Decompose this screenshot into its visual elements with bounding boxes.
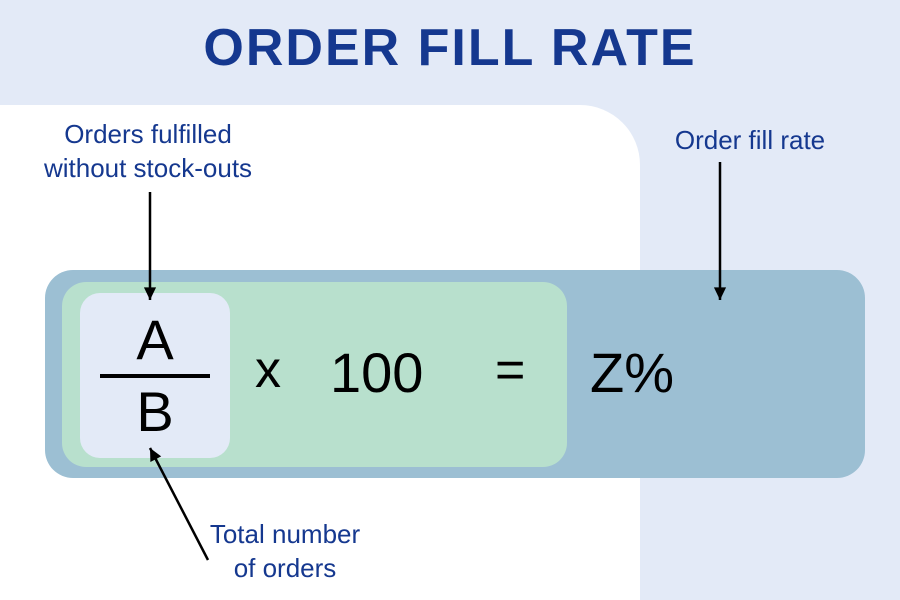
result-label: Order fill rate xyxy=(640,124,860,158)
fraction-box: A B xyxy=(80,293,230,458)
fraction-denominator: B xyxy=(136,384,173,440)
times-operator: x xyxy=(255,340,281,400)
result-value: Z% xyxy=(590,340,674,405)
equals-operator: = xyxy=(495,340,525,400)
fraction-line xyxy=(100,374,210,378)
multiplier-100: 100 xyxy=(330,340,423,405)
denominator-label-line1: Total number xyxy=(210,519,360,549)
fraction-numerator: A xyxy=(136,312,173,368)
numerator-label-line2: without stock-outs xyxy=(44,153,252,183)
page-title: ORDER FILL RATE xyxy=(0,18,900,78)
numerator-label: Orders fulfilled without stock-outs xyxy=(18,118,278,186)
denominator-label: Total number of orders xyxy=(165,518,405,586)
denominator-label-line2: of orders xyxy=(234,553,337,583)
numerator-label-line1: Orders fulfilled xyxy=(64,119,232,149)
